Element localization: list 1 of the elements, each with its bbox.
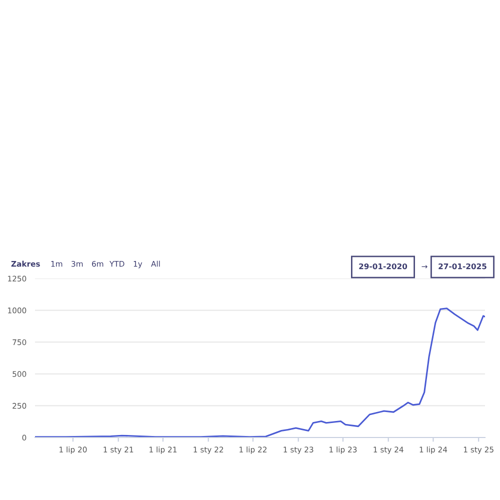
line-series	[35, 308, 485, 438]
